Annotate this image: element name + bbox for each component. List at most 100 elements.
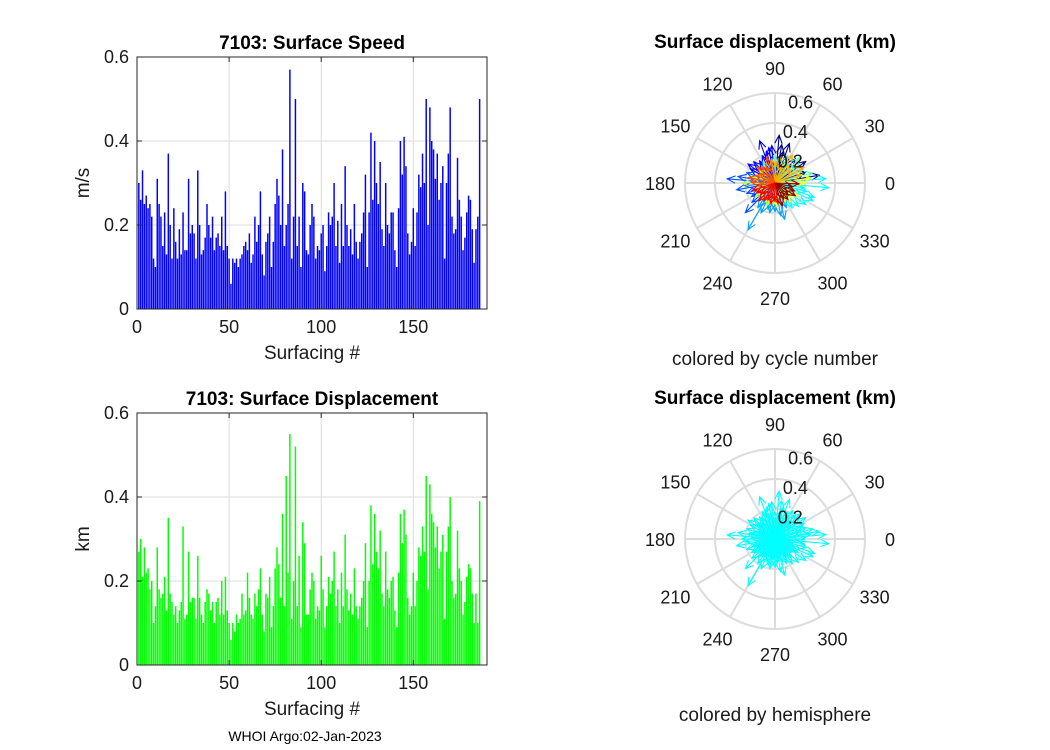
bar [191,597,193,665]
surface-speed-chart: 0 50 100 150 0 0.2 0.4 0.6 7103: Surface Speed Su… [73,33,488,364]
bar [384,183,387,309]
bar [408,614,411,665]
bar [340,572,343,665]
bar [329,225,332,309]
bar [314,618,317,665]
bar [235,258,238,309]
bar [401,543,403,665]
bar [156,178,158,309]
bar [442,534,444,665]
bar [221,216,223,309]
angle-label: 180 [645,530,675,550]
bar [202,250,205,309]
angle-label: 270 [760,289,790,309]
bar [418,174,420,309]
bar [204,602,206,665]
bar [427,589,429,665]
bar [453,597,455,665]
bar [440,183,442,309]
bar [449,107,451,310]
bar [250,262,252,309]
bar [440,551,442,665]
bar [425,476,427,665]
bar [145,572,147,665]
bar [241,254,243,309]
bar [139,199,142,309]
bar [270,627,273,665]
bar [342,246,345,309]
bar [213,250,216,309]
bar [419,187,422,309]
bar [329,593,332,665]
bar [431,141,433,309]
displacement-vector [749,178,776,187]
bar [176,258,179,309]
bar [296,606,298,665]
bar [224,576,227,665]
bar [204,237,206,309]
bar [412,572,415,665]
bar [338,623,341,665]
bar [243,614,245,665]
bar [331,581,333,665]
bar [139,539,142,665]
bar [169,225,171,309]
bar [193,597,195,665]
bar [414,606,416,665]
bar [464,237,466,309]
bar [167,153,170,309]
bar [141,170,144,309]
bar [198,225,201,309]
bar [337,589,339,665]
polar-title: Surface displacement (km) [654,388,896,409]
bar [152,623,155,665]
angle-label: 150 [660,473,690,493]
bar [403,509,405,665]
bar [425,99,427,309]
bar [421,526,424,665]
displacement-vector [774,153,794,184]
x-tick-label: 50 [219,317,239,337]
bar [287,572,289,665]
bar [237,267,240,309]
y-tick-label: 0.6 [104,403,129,423]
bar [423,551,426,665]
bar [394,610,396,665]
bar [285,225,287,309]
bar [272,606,275,665]
bar [250,614,252,665]
bar [197,555,199,665]
bar [202,623,205,665]
bar [281,149,284,309]
bar [335,246,337,309]
bar [165,254,168,309]
bar [169,593,171,665]
bar [244,241,247,309]
bar [213,623,216,665]
bar [431,513,433,665]
bar [294,446,297,665]
bar [414,246,416,309]
chart-title: 7103: Surface Speed [219,33,405,54]
bar [230,283,232,309]
bar [396,267,398,309]
bar [434,178,437,309]
bar [349,593,352,665]
polar-hemisphere-chart: 0 30 60 90 120 150 180 210 240 270 300 330 0.2 0.4 0.6… [645,388,896,726]
bar [443,618,446,665]
bar [456,157,459,309]
bar [246,572,249,665]
bar [291,618,293,665]
bar [370,505,372,665]
bar [357,618,359,665]
bar [151,581,153,665]
bar [344,534,346,665]
bar [342,606,345,665]
bar [313,216,315,309]
bar [147,208,149,309]
radius-label: 0.2 [778,507,803,527]
angle-label: 330 [860,588,890,608]
angle-label: 30 [865,117,885,137]
bar [174,606,177,665]
bar [394,250,396,309]
